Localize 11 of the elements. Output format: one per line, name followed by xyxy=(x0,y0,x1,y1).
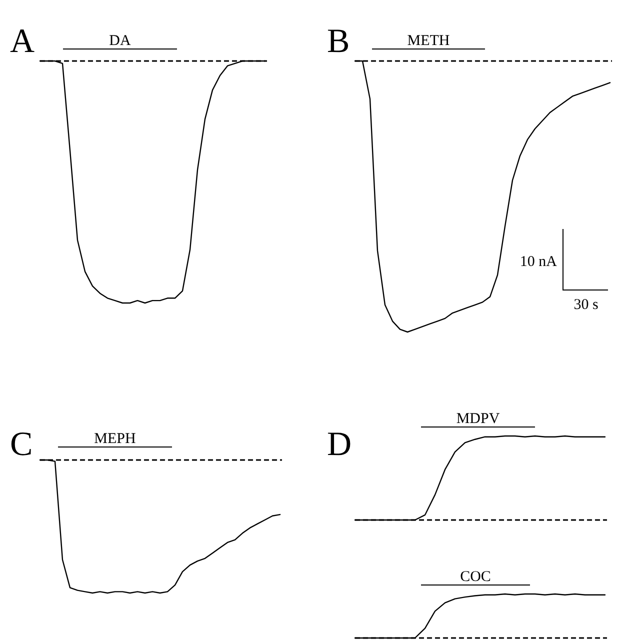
text: METH xyxy=(407,33,450,49)
chart-title: A xyxy=(10,23,35,60)
text: COC xyxy=(460,569,491,585)
text: DA xyxy=(109,33,131,49)
text: MEPH xyxy=(94,431,136,447)
annotation: 10 nA xyxy=(520,254,558,270)
text: MDPV xyxy=(456,411,500,427)
chart-title: B xyxy=(327,23,350,60)
chart-title: D xyxy=(327,426,352,463)
chart-title: C xyxy=(10,426,33,463)
annotation: 30 s xyxy=(574,297,598,313)
